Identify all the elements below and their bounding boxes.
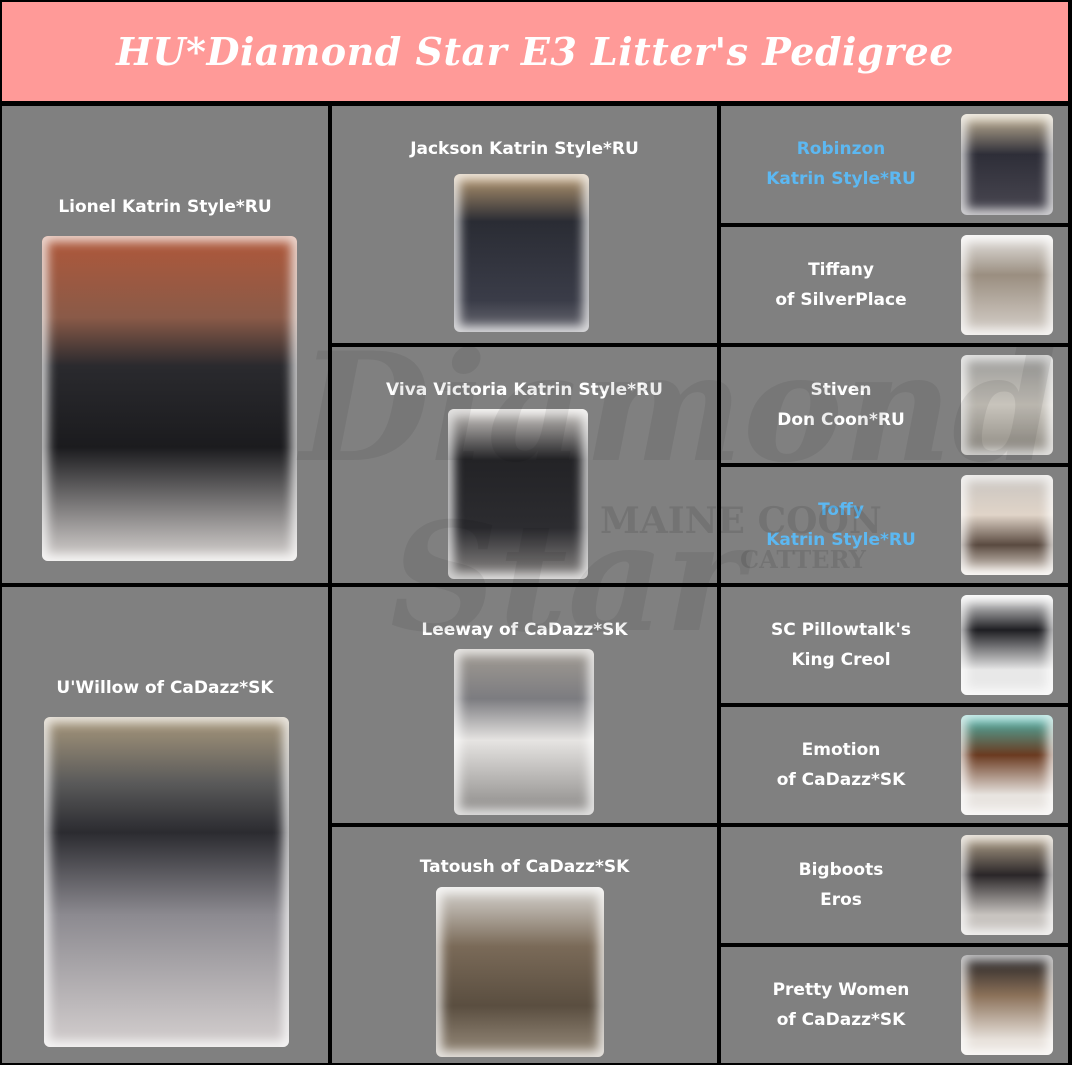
great-grandparent-cell: Stiven Don Coon*RU bbox=[721, 347, 1068, 463]
great-grandparent-name: Robinzon Katrin Style*RU bbox=[721, 134, 961, 194]
cat-photo bbox=[448, 409, 588, 579]
cat-photo bbox=[961, 715, 1053, 815]
name-line: of SilverPlace bbox=[775, 290, 907, 310]
great-grandparent-name: Pretty Women of CaDazz*SK bbox=[721, 975, 961, 1035]
parent-name: U'Willow of CaDazz*SK bbox=[56, 678, 274, 698]
page-title: HU*Diamond Star E3 Litter's Pedigree bbox=[116, 29, 954, 74]
parent-cell-sire: Lionel Katrin Style*RU bbox=[2, 106, 328, 583]
name-line: Emotion bbox=[801, 740, 881, 760]
great-grandparent-cell: Emotion of CaDazz*SK bbox=[721, 707, 1068, 823]
grandparent-cell: Jackson Katrin Style*RU bbox=[332, 106, 717, 343]
great-grandparent-name: Emotion of CaDazz*SK bbox=[721, 735, 961, 795]
name-line: King Creol bbox=[791, 650, 891, 670]
cat-photo bbox=[961, 835, 1053, 935]
parent-cell-dam: U'Willow of CaDazz*SK bbox=[2, 587, 328, 1063]
grandparent-cell: Tatoush of CaDazz*SK bbox=[332, 827, 717, 1063]
grandparent-cell: Viva Victoria Katrin Style*RU bbox=[332, 347, 717, 583]
great-grandparent-cell: Toffy Katrin Style*RU bbox=[721, 467, 1068, 583]
name-line: Stiven bbox=[810, 380, 872, 400]
great-grandparent-name: Bigboots Eros bbox=[721, 855, 961, 915]
cat-photo bbox=[454, 174, 589, 332]
cat-photo bbox=[42, 236, 297, 561]
name-line: Bigboots bbox=[798, 860, 884, 880]
name-line: Toffy bbox=[818, 500, 864, 520]
parent-name: Lionel Katrin Style*RU bbox=[58, 197, 272, 217]
name-line: Pretty Women bbox=[772, 980, 910, 1000]
grandparent-name: Viva Victoria Katrin Style*RU bbox=[386, 380, 663, 400]
name-line: Eros bbox=[820, 890, 862, 910]
name-line: of CaDazz*SK bbox=[776, 1010, 906, 1030]
page-title-banner: HU*Diamond Star E3 Litter's Pedigree bbox=[2, 2, 1068, 101]
name-line: Tiffany bbox=[808, 260, 874, 280]
cat-photo bbox=[961, 355, 1053, 455]
name-line: Katrin Style*RU bbox=[766, 169, 916, 189]
great-grandparent-cell: Tiffany of SilverPlace bbox=[721, 227, 1068, 343]
cat-photo bbox=[961, 114, 1053, 215]
great-grandparent-cell: Bigboots Eros bbox=[721, 827, 1068, 943]
cat-photo bbox=[436, 887, 604, 1057]
cat-photo bbox=[961, 595, 1053, 695]
name-line: Don Coon*RU bbox=[777, 410, 905, 430]
cat-photo bbox=[961, 955, 1053, 1055]
name-line: of CaDazz*SK bbox=[776, 770, 906, 790]
name-line: Katrin Style*RU bbox=[766, 530, 916, 550]
great-grandparent-name: Stiven Don Coon*RU bbox=[721, 375, 961, 435]
cat-photo bbox=[961, 235, 1053, 335]
grandparent-name: Leeway of CaDazz*SK bbox=[421, 620, 628, 640]
grandparent-cell: Leeway of CaDazz*SK bbox=[332, 587, 717, 823]
great-grandparent-cell: Pretty Women of CaDazz*SK bbox=[721, 947, 1068, 1063]
great-grandparent-cell: SC Pillowtalk's King Creol bbox=[721, 587, 1068, 703]
name-line: Robinzon bbox=[796, 139, 886, 159]
grandparent-name: Tatoush of CaDazz*SK bbox=[419, 857, 630, 877]
grandparent-name: Jackson Katrin Style*RU bbox=[410, 139, 639, 159]
cat-photo bbox=[961, 475, 1053, 575]
cat-photo bbox=[454, 649, 594, 815]
great-grandparent-cell: Robinzon Katrin Style*RU bbox=[721, 106, 1068, 223]
cat-photo bbox=[44, 717, 289, 1047]
great-grandparent-name: Toffy Katrin Style*RU bbox=[721, 495, 961, 555]
name-line: SC Pillowtalk's bbox=[770, 620, 912, 640]
great-grandparent-name: SC Pillowtalk's King Creol bbox=[721, 615, 961, 675]
great-grandparent-name: Tiffany of SilverPlace bbox=[721, 255, 961, 315]
